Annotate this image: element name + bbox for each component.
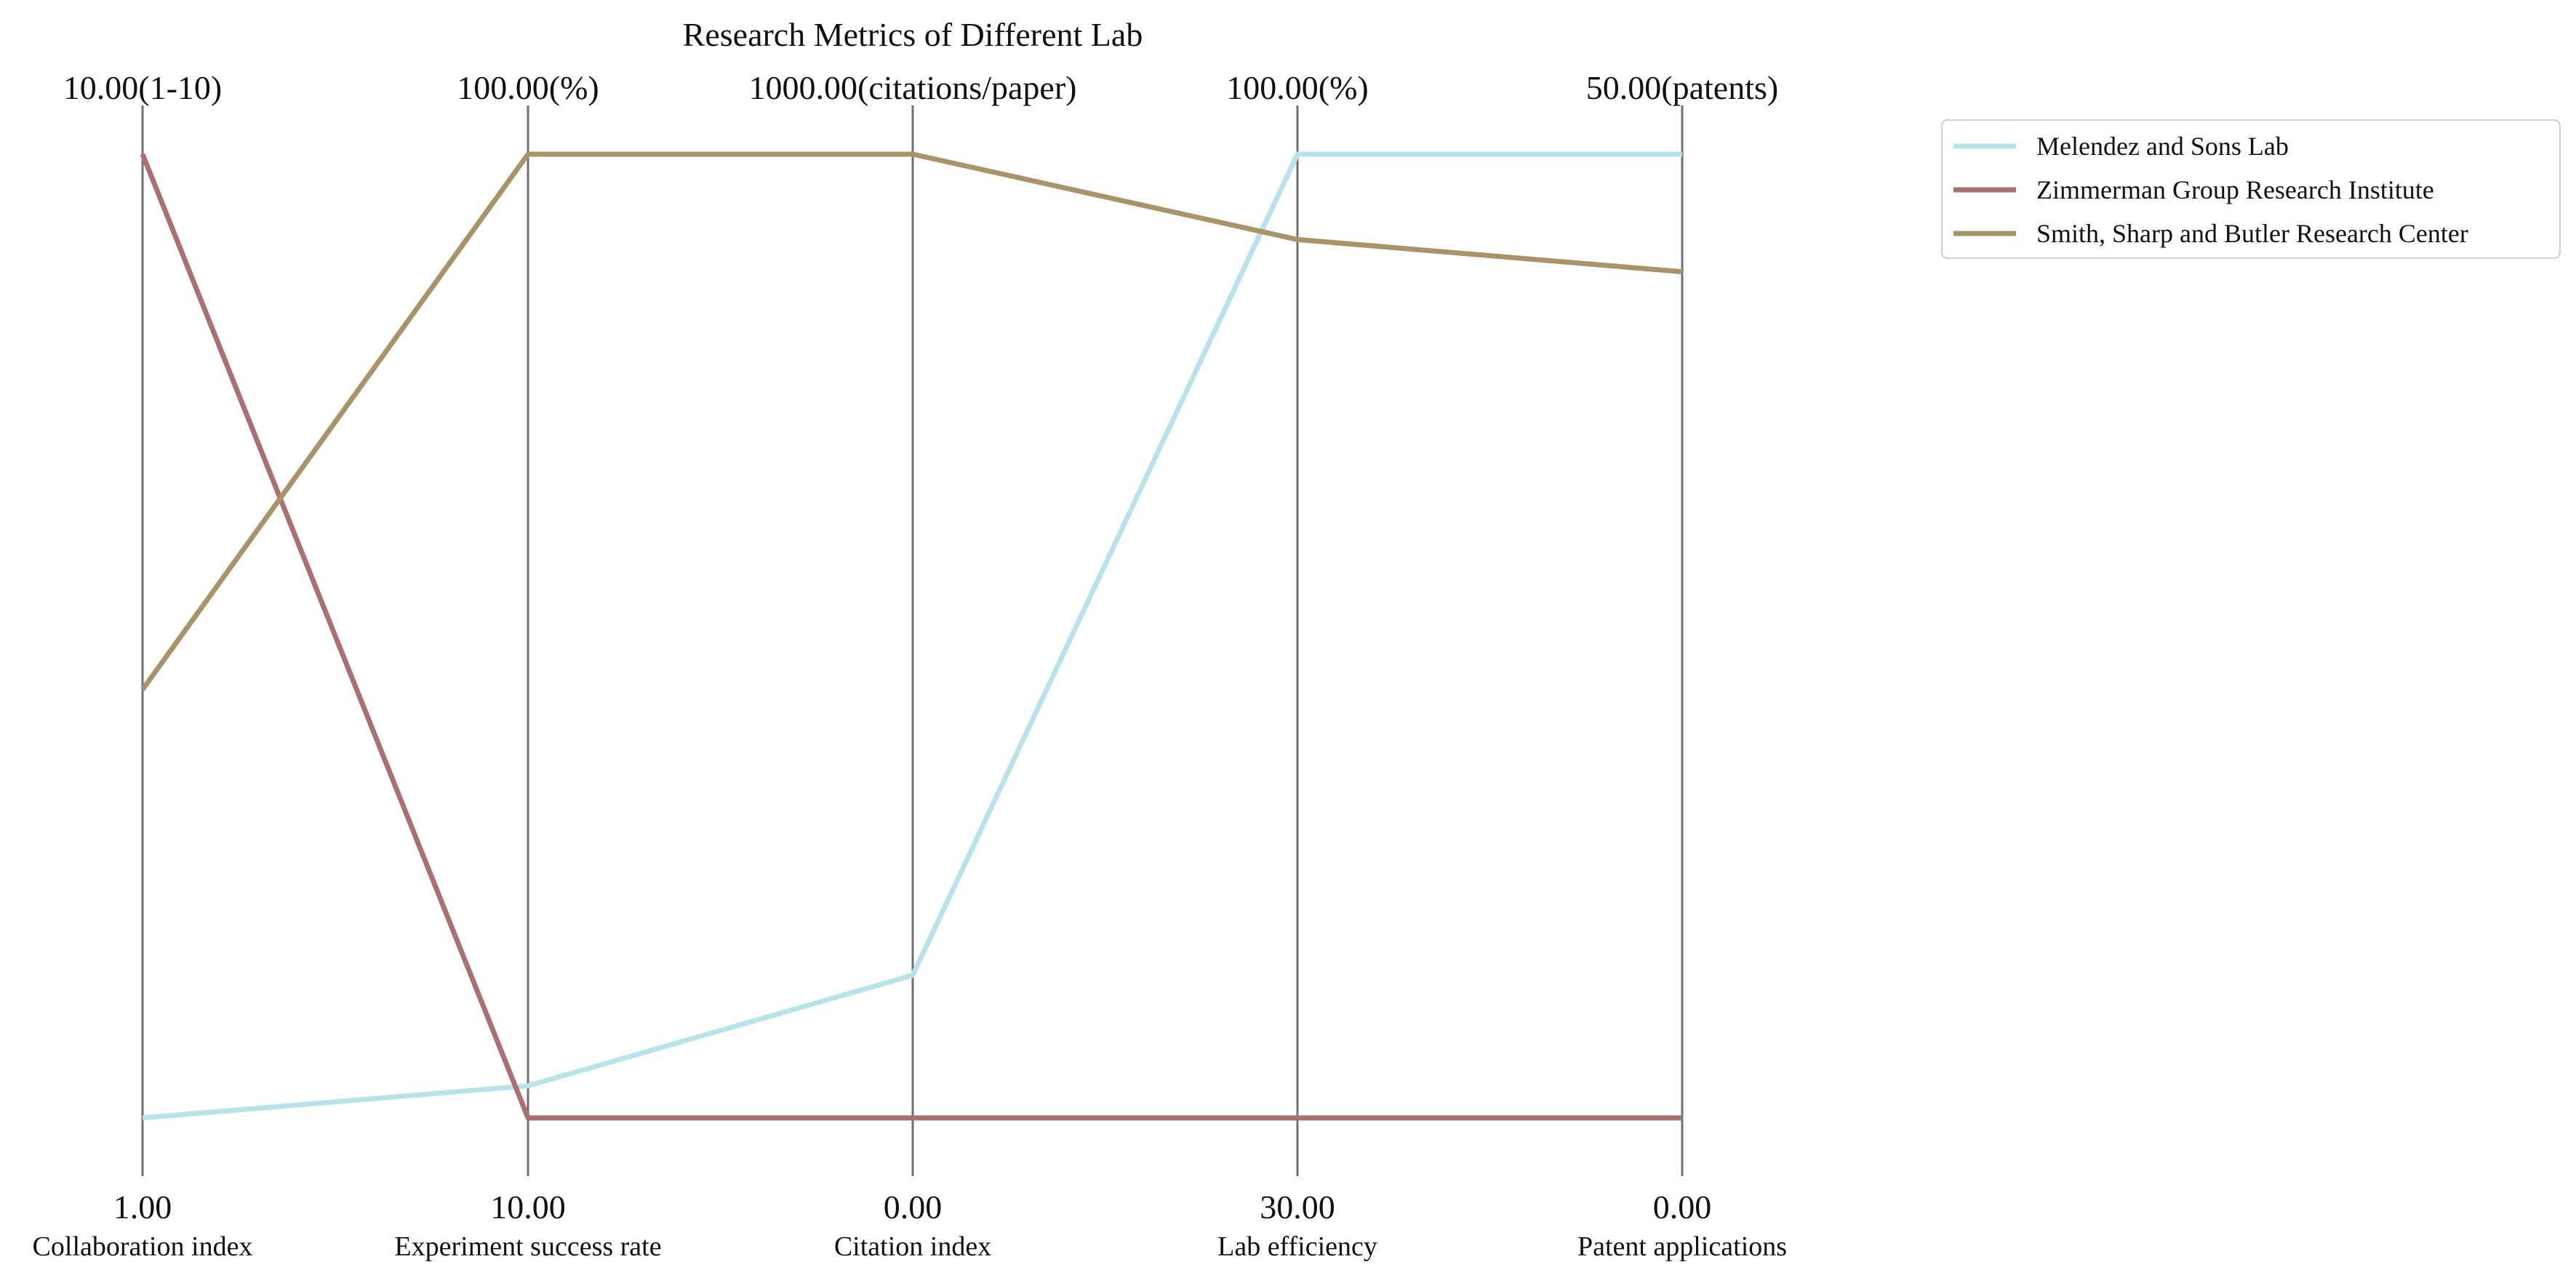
axis-min-label-experiment-success-rate: 10.00 — [490, 1188, 566, 1226]
chart-title: Research Metrics of Different Lab — [683, 16, 1143, 53]
series-line-melendez-and-sons-lab — [142, 151, 1682, 1121]
axes-layer: 10.00(1-10) 1.00 Collaboration index 100.00… — [33, 69, 1788, 1262]
axis-max-label-collaboration-index: 10.00(1-10) — [63, 69, 222, 106]
legend-label-zimmerman-group-research-institute: Zimmerman Group Research Institute — [2036, 175, 2434, 204]
axis-max-label-experiment-success-rate: 100.00(%) — [457, 69, 599, 106]
axis-min-label-collaboration-index: 1.00 — [113, 1188, 172, 1226]
series-layer — [140, 151, 1683, 1121]
legend-label-smith-sharp-and-butler-research-center: Smith, Sharp and Butler Research Center — [2036, 219, 2468, 248]
axis-name-experiment-success-rate: Experiment success rate — [394, 1231, 661, 1262]
legend-frame — [1941, 119, 2561, 259]
axis-max-label-citation-index: 1000.00(citations/paper) — [749, 69, 1077, 106]
axis-name-collaboration-index: Collaboration index — [33, 1231, 253, 1262]
axis-max-label-patent-applications: 50.00(patents) — [1586, 69, 1778, 106]
series-line-zimmerman-group-research-institute — [140, 153, 1682, 1121]
axis-max-label-lab-efficiency: 100.00(%) — [1226, 69, 1368, 106]
axis-min-label-patent-applications: 0.00 — [1653, 1188, 1712, 1226]
legend: Melendez and Sons Lab Zimmerman Group Res… — [1941, 119, 2561, 259]
legend-label-melendez-and-sons-lab: Melendez and Sons Lab — [2036, 132, 2289, 161]
axis-name-lab-efficiency: Lab efficiency — [1217, 1231, 1377, 1262]
axis-min-label-lab-efficiency: 30.00 — [1260, 1188, 1335, 1226]
axis-min-label-citation-index: 0.00 — [884, 1188, 943, 1226]
legend-items: Melendez and Sons Lab Zimmerman Group Res… — [1953, 132, 2468, 248]
axis-name-citation-index: Citation index — [834, 1231, 991, 1262]
series-line-smith-sharp-and-butler-research-center — [140, 151, 1683, 692]
axis-name-patent-applications: Patent applications — [1577, 1231, 1787, 1262]
